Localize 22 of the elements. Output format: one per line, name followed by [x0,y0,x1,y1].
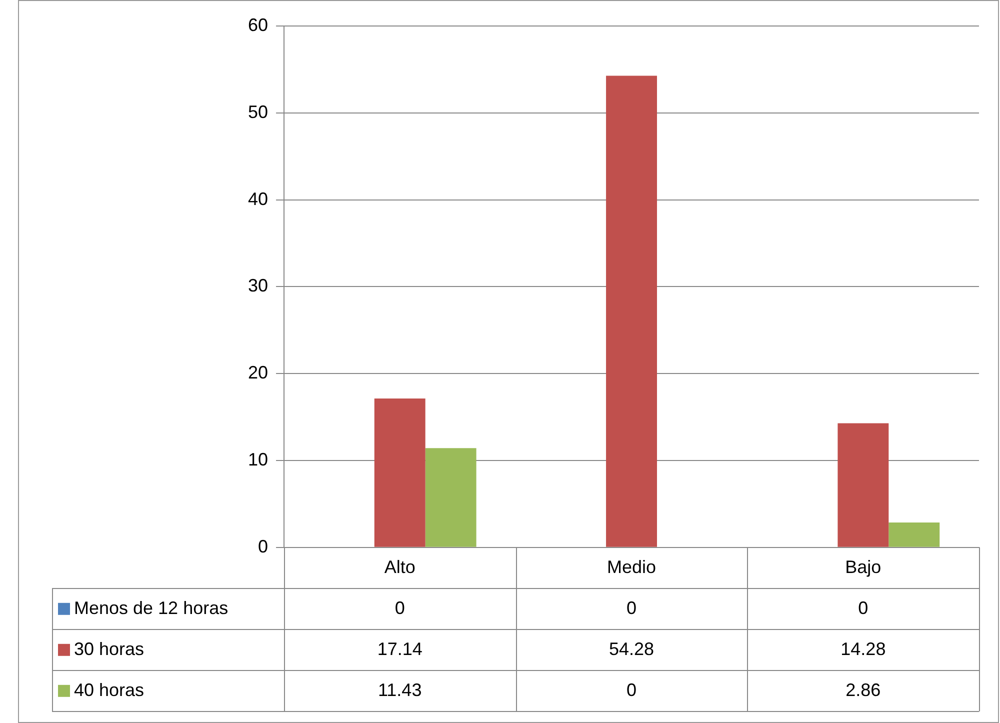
data-label: 0 [626,598,637,618]
y-tick-label: 30 [248,276,268,296]
x-tick-label: Alto [384,557,416,578]
data-label: 54.28 [608,638,654,659]
data-label: 14.28 [840,638,886,659]
data-label: 2.86 [846,680,881,700]
y-tick-label: 0 [258,536,268,556]
data-label: 0 [394,598,405,618]
data-label: 0 [626,680,637,700]
y-tick-label: 60 [248,14,268,35]
legend-label: 30 horas [74,638,144,659]
y-tick-label: 40 [248,188,268,209]
x-tick-label: Medio [606,557,656,578]
data-label: 17.14 [377,638,422,659]
y-tick-label: 20 [248,362,268,383]
legend-label: 40 horas [74,680,144,700]
data-label: 11.43 [378,680,422,700]
y-tick-label: 50 [248,102,268,122]
y-tick-label: 10 [248,449,268,470]
legend-label: Menos de 12 horas [74,598,228,618]
x-tick-label: Bajo [845,557,882,578]
data-label: 0 [858,598,868,618]
